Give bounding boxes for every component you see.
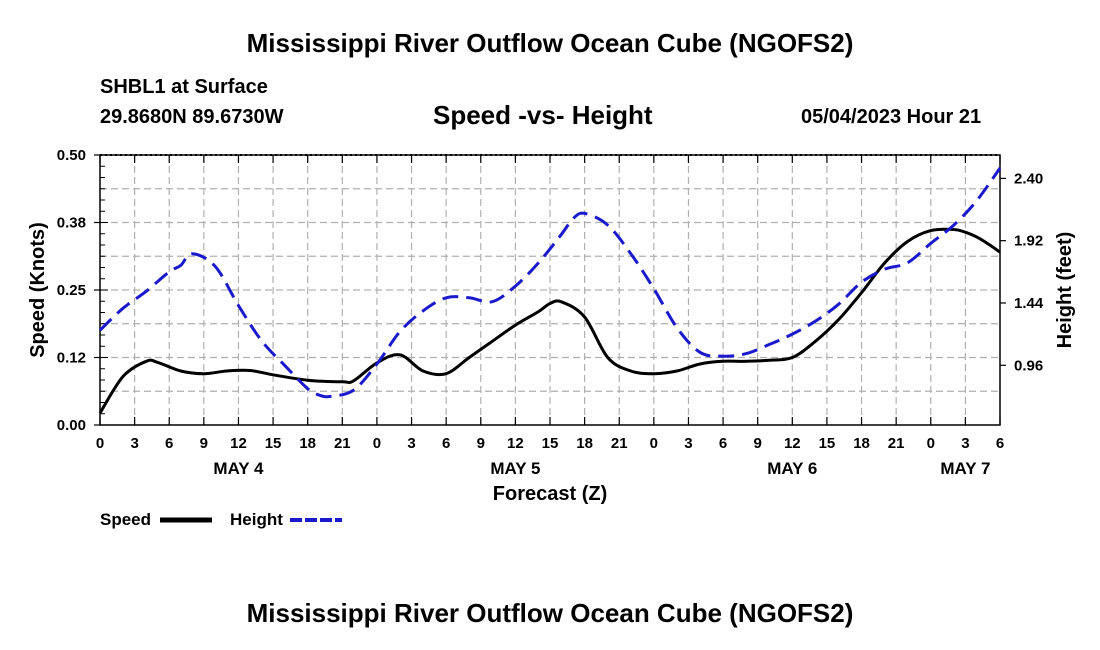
page-title: Mississippi River Outflow Ocean Cube (NG… xyxy=(246,28,854,58)
x-tick-label: 21 xyxy=(611,435,628,452)
x-axis-label: Forecast (Z) xyxy=(493,483,607,505)
x-tick-label: 3 xyxy=(684,435,692,452)
x-tick-label: 0 xyxy=(96,435,104,452)
y-tick-label: 0.12 xyxy=(57,350,86,367)
x-day-label: MAY 7 xyxy=(940,459,990,478)
x-tick-label: 3 xyxy=(130,435,138,452)
legend-height-label: Height xyxy=(230,510,283,529)
x-tick-label: 18 xyxy=(576,435,593,452)
x-tick-label: 21 xyxy=(334,435,351,452)
x-tick-label: 15 xyxy=(542,435,559,452)
x-tick-label: 0 xyxy=(927,435,935,452)
x-tick-label: 18 xyxy=(853,435,870,452)
legend-speed-label: Speed xyxy=(100,510,151,529)
x-tick-label: 9 xyxy=(477,435,485,452)
x-tick-label: 15 xyxy=(819,435,836,452)
x-tick-label: 6 xyxy=(719,435,727,452)
x-tick-label: 0 xyxy=(373,435,381,452)
station-label: SHBL1 at Surface xyxy=(100,76,268,98)
y2-axis-label: Height (feet) xyxy=(1054,232,1076,349)
x-tick-label: 3 xyxy=(961,435,969,452)
x-tick-label: 12 xyxy=(507,435,524,452)
x-tick-label: 9 xyxy=(200,435,208,452)
footer-title: Mississippi River Outflow Ocean Cube (NG… xyxy=(246,598,854,628)
x-tick-label: 3 xyxy=(407,435,415,452)
y2-tick-label: 0.96 xyxy=(1014,357,1043,374)
x-day-label: MAY 6 xyxy=(767,459,817,478)
y-tick-label: 0.38 xyxy=(57,215,86,232)
y2-tick-label: 2.40 xyxy=(1014,170,1043,187)
x-day-label: MAY 4 xyxy=(213,459,264,478)
x-tick-label: 21 xyxy=(888,435,905,452)
x-tick-label: 6 xyxy=(996,435,1004,452)
y-tick-label: 0.25 xyxy=(57,282,86,299)
height-series-line xyxy=(98,167,1002,399)
y-axis-label: Speed (Knots) xyxy=(27,222,49,358)
x-tick-label: 6 xyxy=(442,435,450,452)
x-tick-label: 12 xyxy=(784,435,801,452)
x-tick-label: 0 xyxy=(650,435,658,452)
speed-series-line xyxy=(98,227,1001,414)
x-tick-label: 18 xyxy=(299,435,316,452)
chart-subtitle: Speed -vs- Height xyxy=(433,100,653,130)
x-tick-label: 9 xyxy=(754,435,762,452)
coordinates-label: 29.8680N 89.6730W xyxy=(100,106,284,128)
y2-tick-label: 1.44 xyxy=(1014,295,1044,312)
legend: Speed Height xyxy=(100,510,342,529)
x-day-label: MAY 5 xyxy=(490,459,540,478)
x-tick-label: 12 xyxy=(230,435,247,452)
y-tick-label: 0.50 xyxy=(57,147,86,164)
y2-tick-label: 1.92 xyxy=(1014,233,1043,250)
x-tick-label: 15 xyxy=(265,435,282,452)
x-tick-label: 6 xyxy=(165,435,173,452)
timestamp-label: 05/04/2023 Hour 21 xyxy=(801,106,982,128)
y-tick-label: 0.00 xyxy=(57,417,86,434)
